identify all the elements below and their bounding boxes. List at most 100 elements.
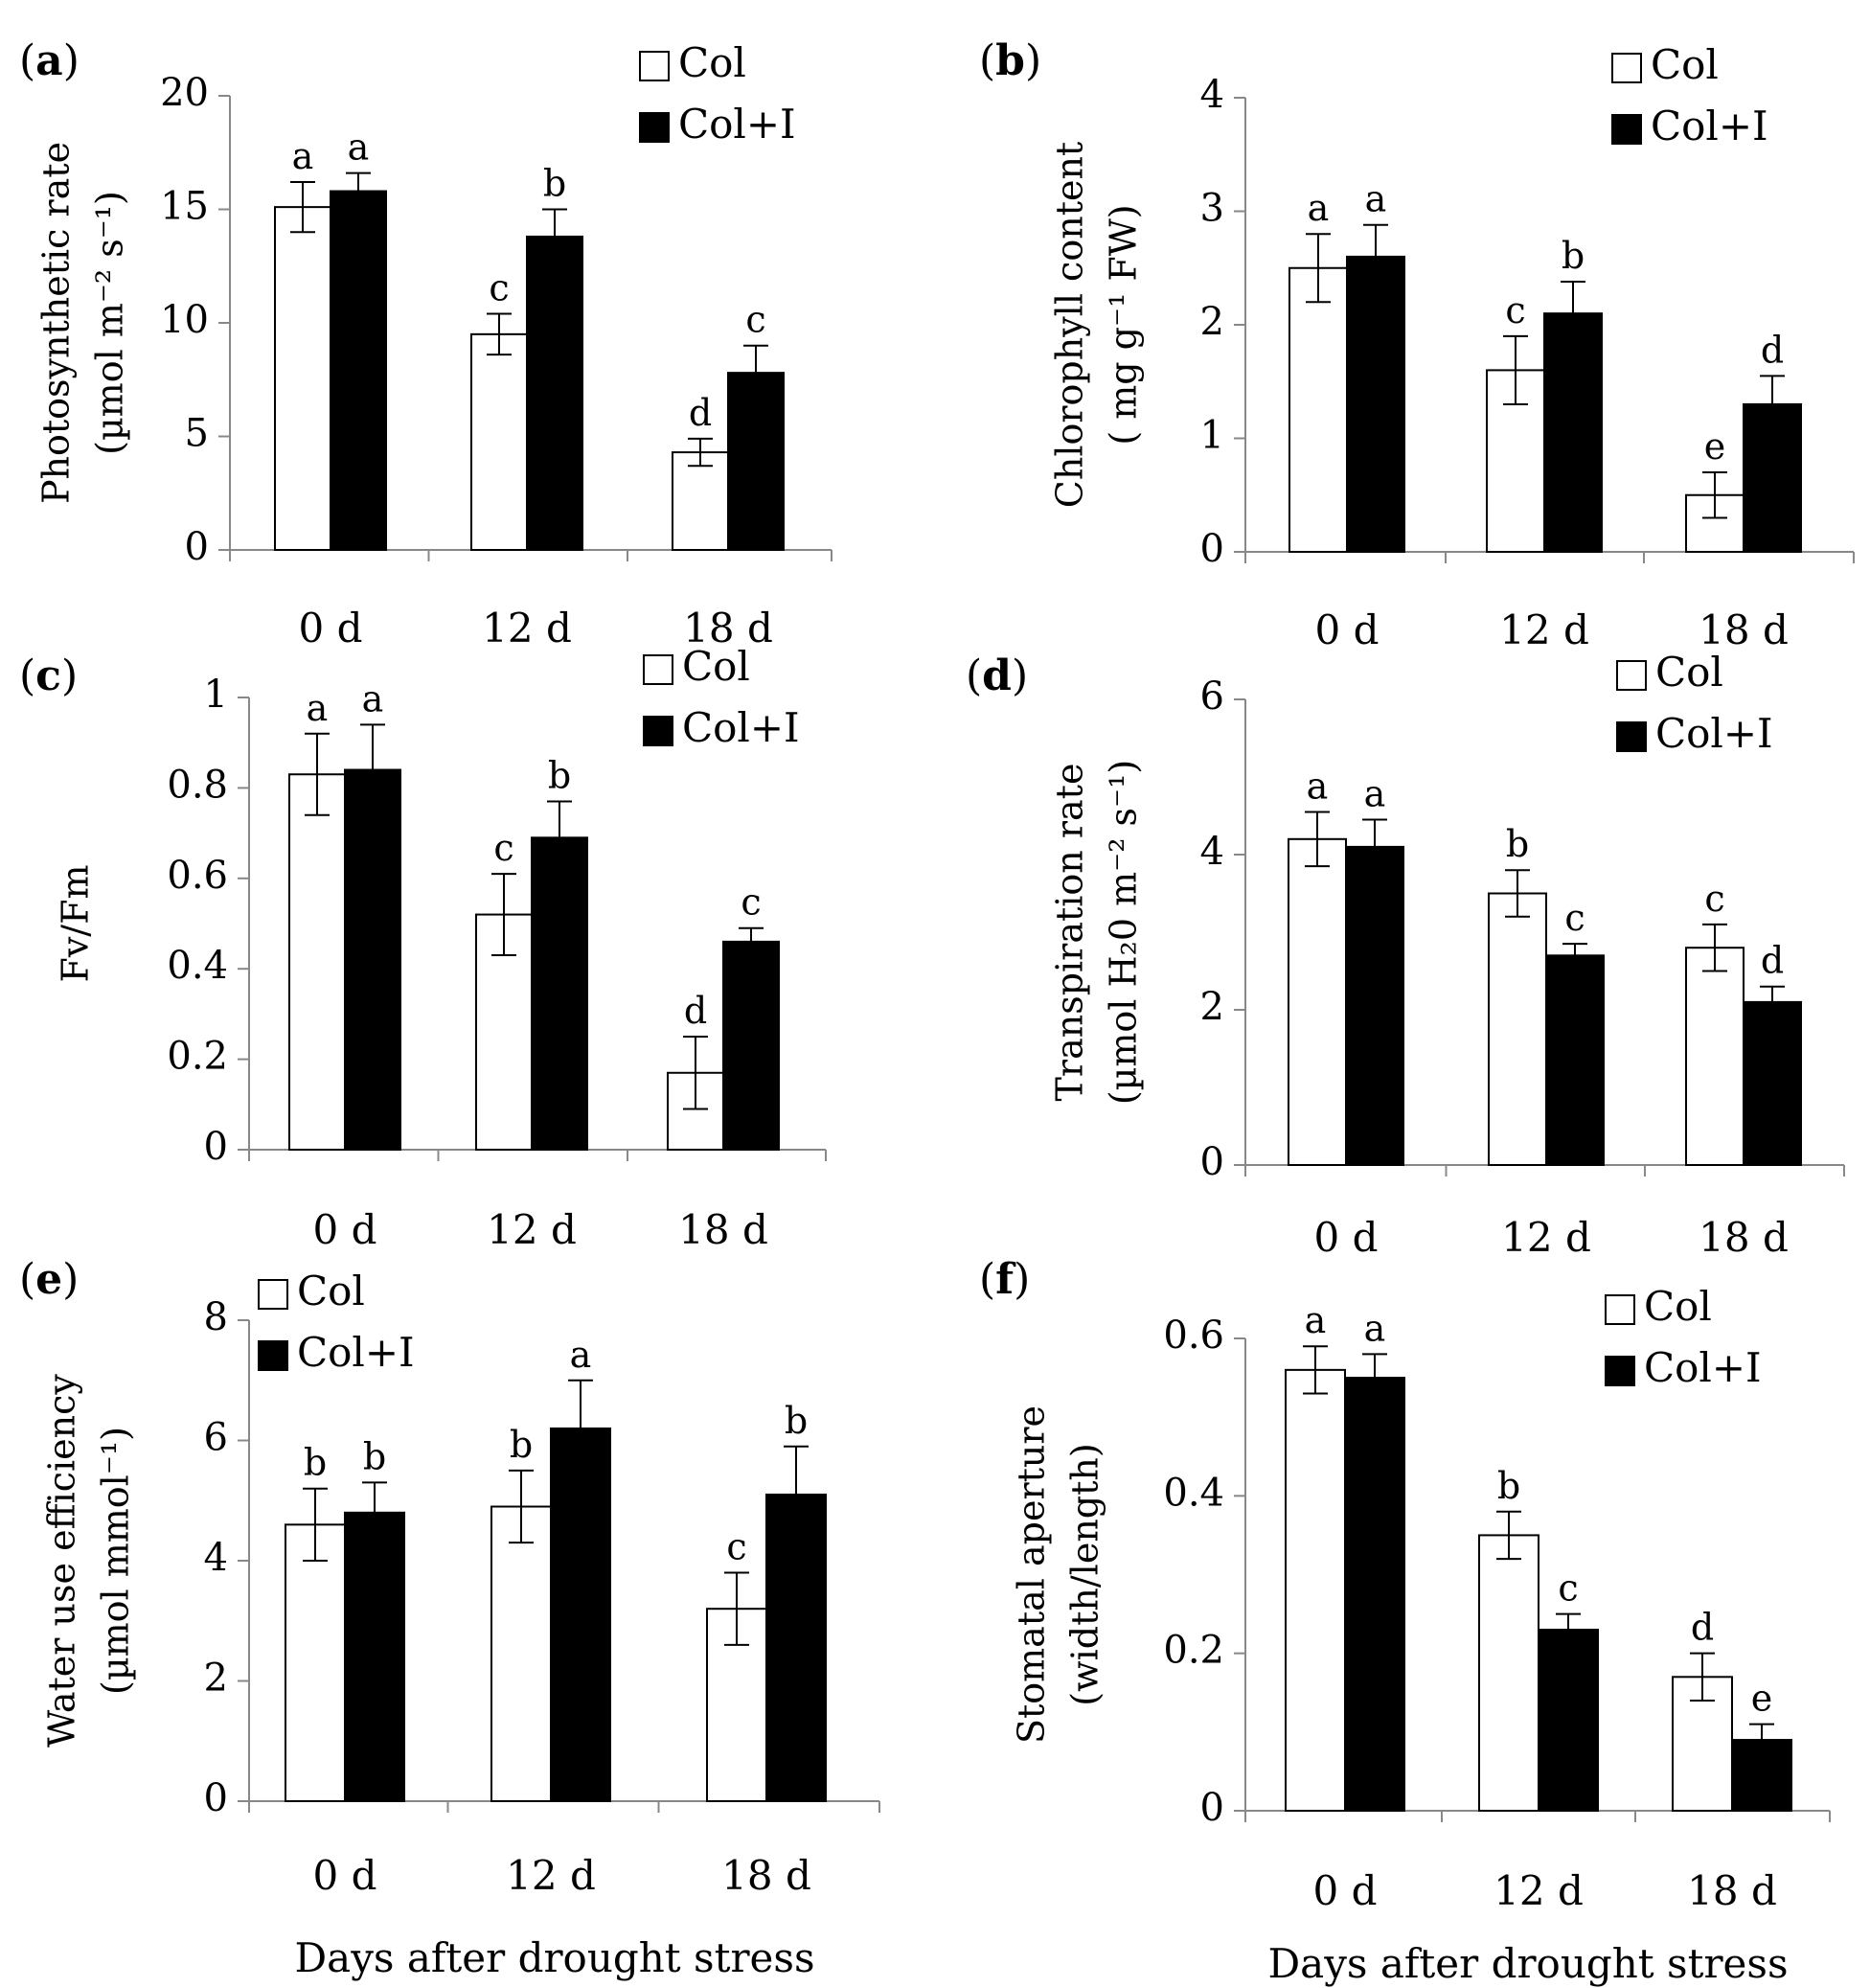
error-bar (360, 723, 385, 815)
x-tick-label: 12 d (506, 1852, 596, 1899)
bar-col (1478, 1534, 1539, 1812)
legend-swatch (258, 1279, 288, 1310)
bar-col-plus-i (1346, 255, 1405, 553)
significance-letter: b (1506, 823, 1529, 865)
panel-label: (e) (19, 1255, 79, 1304)
x-tick-label: 12 d (1494, 1867, 1584, 1914)
legend: Col Col+I (1611, 41, 1768, 149)
error-bar (743, 344, 768, 400)
significance-letter: a (1308, 187, 1330, 229)
significance-letter: c (493, 827, 513, 869)
significance-letter: a (292, 135, 314, 177)
significance-letter: a (1307, 765, 1329, 807)
bar-col-plus-i (330, 190, 387, 551)
error-bar (1760, 985, 1785, 1018)
legend-swatch (643, 654, 673, 685)
y-axis-label: Photosynthetic rate (35, 142, 78, 504)
y-tick-label: 1 (204, 673, 228, 717)
legend-label: Col (682, 643, 750, 690)
x-tick-label: 18 d (1699, 1214, 1789, 1261)
error-bar (784, 1445, 809, 1543)
bar-col (1285, 1368, 1346, 1813)
x-tick-label: 0 d (1314, 1214, 1379, 1261)
y-tick-label: 10 (160, 298, 209, 342)
legend-swatch (1605, 1356, 1635, 1386)
bar-col-plus-i (1538, 1629, 1599, 1813)
legend-label: Col (678, 39, 746, 86)
bar-col (490, 1505, 552, 1803)
significance-letter: e (1751, 1678, 1773, 1720)
significance-letter: a (348, 126, 370, 169)
bar-col-plus-i (1743, 1000, 1802, 1167)
significance-letter: d (1691, 1607, 1714, 1649)
bar-col-plus-i (550, 1427, 611, 1802)
error-bar (290, 181, 315, 234)
chart-panel-6: (f) Stomatal aperture (width/length) 0 0.2 0.… (979, 1255, 1831, 1987)
error-bar (1556, 1612, 1581, 1646)
significance-letter: a (307, 687, 329, 729)
error-bar (1760, 375, 1785, 433)
legend-swatch (643, 716, 673, 746)
significance-letter: d (1761, 329, 1784, 371)
y-tick-label: 0.6 (1163, 1314, 1224, 1358)
error-bar (1749, 1723, 1774, 1756)
significance-letter: d (684, 990, 707, 1032)
x-tick-label: 0 d (1313, 1867, 1378, 1914)
legend-swatch (1611, 114, 1642, 145)
y-tick-label: 8 (204, 1295, 228, 1339)
error-bar (362, 1481, 387, 1543)
error-bar (509, 1469, 534, 1544)
significance-letter: c (1505, 289, 1525, 331)
error-bar (1306, 233, 1331, 304)
significance-letter: a (570, 1334, 592, 1376)
x-tick-label: 0 d (313, 1852, 377, 1899)
x-tick-label: 18 d (1699, 606, 1789, 653)
error-bar (1562, 943, 1587, 968)
error-bar (547, 800, 572, 875)
y-tick-label: 0 (185, 525, 209, 569)
y-tick-label: 0.6 (167, 854, 228, 898)
significance-letter: b (363, 1435, 386, 1477)
bar-col (285, 1523, 346, 1802)
error-bar (688, 437, 713, 468)
chart-panel-5: (e) Water use efficiency (µmol mmol⁻¹) 0 2 4 6… (19, 1255, 880, 1981)
error-bar (739, 926, 764, 956)
significance-letter: c (741, 881, 761, 924)
y-tick-label: 0 (204, 1776, 228, 1820)
panel-label: (f) (979, 1255, 1030, 1304)
y-tick-label: 0 (1200, 1786, 1224, 1830)
significance-letter: c (726, 1526, 746, 1568)
y-tick-label: 0 (1200, 527, 1224, 571)
legend: Col Col+I (643, 643, 800, 751)
error-bar (1505, 869, 1530, 918)
error-bar (1690, 1652, 1715, 1702)
y-axis-label: Water use efficiency (41, 1374, 83, 1748)
significance-letter: d (689, 392, 712, 434)
bar-col-plus-i (727, 372, 785, 552)
x-tick-label: 12 d (487, 1206, 577, 1253)
bar-col-plus-i (1543, 312, 1603, 553)
significance-letter: b (543, 163, 566, 205)
x-tick-label: 12 d (1501, 1214, 1591, 1261)
x-axis-title: Days after drought stress (294, 1934, 814, 1981)
panel-label: (d) (966, 651, 1028, 700)
x-axis-title: Days after drought stress (1267, 1940, 1788, 1987)
bar-col-plus-i (344, 768, 401, 1152)
significance-letter: c (745, 299, 765, 341)
bar-col (1288, 837, 1347, 1166)
legend: Col Col+I (1616, 649, 1773, 757)
bar-col (1685, 947, 1745, 1167)
error-bar (1363, 223, 1388, 289)
y-tick-label: 0.8 (167, 763, 228, 807)
significance-letter: e (1704, 425, 1726, 468)
error-bar (683, 1036, 708, 1110)
bar-col (470, 332, 528, 551)
error-bar (1303, 1345, 1328, 1395)
bar-col-plus-i (344, 1511, 405, 1803)
significance-letter: d (1761, 940, 1784, 982)
significance-letter: c (1558, 1567, 1578, 1610)
x-tick-label: 18 d (678, 1206, 768, 1253)
error-bar (568, 1379, 593, 1477)
bar-col (1288, 266, 1348, 553)
